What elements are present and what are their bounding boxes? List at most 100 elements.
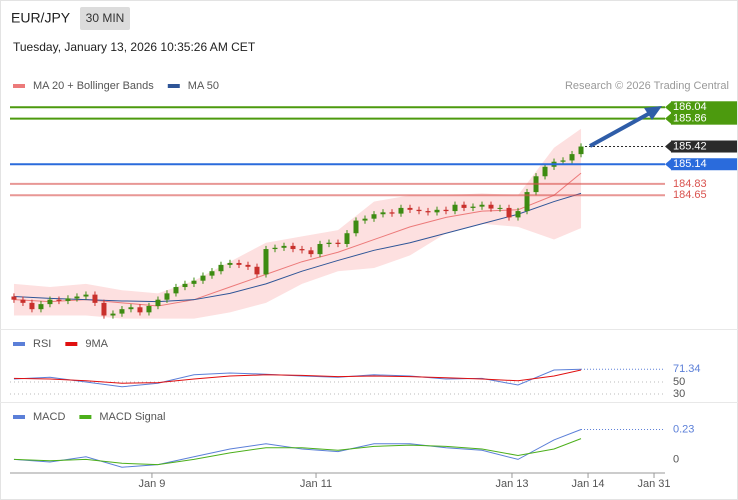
candle-body — [83, 294, 89, 297]
series-line — [13, 368, 582, 388]
candle-body — [137, 307, 143, 313]
interval[interactable]: 30 MIN — [86, 11, 125, 25]
candle-body — [308, 250, 314, 255]
candle-body — [65, 298, 71, 301]
level-pointer — [665, 112, 672, 125]
y-tick-label: 0 — [673, 453, 679, 465]
legend-label: MACD — [33, 411, 65, 423]
candle-body — [506, 207, 512, 218]
candle-body — [452, 204, 458, 212]
level-box — [671, 112, 737, 125]
legend-label: MA 50 — [188, 80, 219, 92]
candle-body — [74, 296, 80, 299]
legend-swatch — [13, 342, 25, 346]
symbol: EUR/JPY — [11, 10, 71, 26]
candle-body — [191, 280, 197, 284]
candle-body — [389, 212, 395, 214]
level-label: 184.83 — [673, 178, 707, 190]
level-box — [671, 140, 737, 153]
candle-body — [155, 299, 161, 307]
candle-body — [569, 154, 575, 161]
legend-swatch — [65, 342, 78, 346]
candle-body — [119, 309, 125, 314]
legend-label: MA 20 + Bollinger Bands — [33, 80, 154, 92]
timestamp: Tuesday, January 13, 2026 10:35:26 AM CE… — [13, 40, 256, 54]
last-value-label: 71.34 — [673, 363, 701, 375]
candle-body — [245, 264, 251, 267]
candle-body — [11, 296, 17, 300]
candle-body — [29, 302, 35, 310]
candle-body — [407, 207, 413, 210]
x-tick-label: Jan 31 — [638, 478, 671, 490]
level-label: 185.42 — [673, 140, 707, 152]
candle-body — [317, 243, 323, 255]
level-label: 185.14 — [673, 158, 707, 170]
source: Research © 2026 Trading Central — [565, 80, 729, 92]
level-pointer — [665, 140, 672, 153]
x-tick-label: Jan 13 — [495, 478, 528, 490]
candle-body — [488, 204, 494, 209]
candle-body — [524, 192, 530, 212]
y-tick-label: 50 — [673, 376, 685, 388]
candle-body — [209, 271, 215, 276]
legend-label: 9MA — [85, 338, 108, 350]
candle-body — [380, 212, 386, 215]
trend-arrow — [589, 111, 651, 148]
candle-body — [146, 306, 152, 313]
candle-body — [335, 242, 341, 244]
candle-body — [416, 209, 422, 212]
x-tick-label: Jan 9 — [138, 478, 165, 490]
candle-body — [353, 220, 359, 234]
candle-body — [560, 160, 566, 162]
candle-body — [218, 264, 224, 272]
series-line — [13, 429, 582, 468]
candle-body — [434, 209, 440, 213]
interval-badge[interactable] — [80, 7, 130, 30]
candle-body — [56, 299, 62, 301]
legend-swatch — [13, 415, 25, 419]
series-line — [13, 369, 582, 384]
candle-body — [461, 204, 467, 208]
candle-body — [227, 262, 233, 265]
candle-body — [200, 275, 206, 281]
candle-body — [344, 233, 350, 244]
candle-body — [497, 207, 503, 209]
candle-body — [182, 283, 188, 288]
candle-body — [290, 245, 296, 250]
legend-swatch — [79, 415, 92, 419]
candle-body — [236, 262, 242, 265]
level-label: 186.04 — [673, 101, 707, 113]
candle-body — [515, 211, 521, 218]
candle-body — [110, 313, 116, 316]
candle-body — [425, 211, 431, 213]
level-pointer — [665, 101, 672, 114]
bollinger-band — [13, 128, 582, 319]
x-tick-label: Jan 14 — [572, 478, 605, 490]
candle-body — [578, 146, 584, 155]
level-box — [671, 101, 737, 114]
trend-arrow-head — [644, 106, 662, 120]
series-line — [13, 172, 582, 307]
x-tick-label: Jan 11 — [300, 478, 332, 490]
candle-body — [281, 245, 287, 248]
legend-swatch — [13, 84, 25, 88]
candle-body — [542, 166, 548, 177]
candle-body — [263, 249, 269, 275]
candle-body — [470, 206, 476, 208]
legend-label: MACD Signal — [99, 411, 165, 423]
candle-body — [371, 214, 377, 219]
candle-body — [101, 302, 107, 316]
candle-body — [47, 299, 53, 305]
candle-body — [272, 247, 278, 250]
last-value-label: 0.23 — [673, 423, 694, 435]
level-label: 185.86 — [673, 113, 707, 125]
y-tick-label: 30 — [673, 388, 685, 400]
candle-body — [443, 209, 449, 212]
candle-body — [128, 307, 134, 310]
series-line — [13, 438, 582, 466]
candle-body — [92, 294, 98, 303]
series-line — [13, 192, 582, 303]
